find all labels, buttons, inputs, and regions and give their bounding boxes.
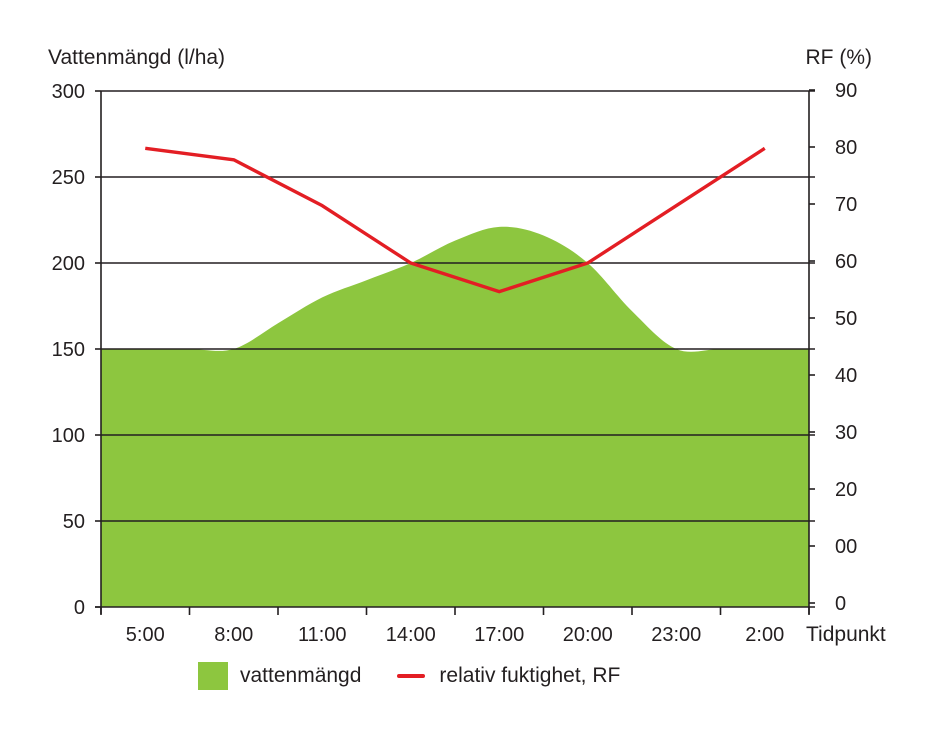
y-left-tick-label: 50 [63, 511, 85, 533]
y-left-axis-title: Vattenmängd (l/ha) [48, 46, 225, 69]
legend: vattenmängd relativ fuktighet, RF [198, 662, 656, 690]
x-tick-label: 20:00 [563, 624, 613, 646]
area-layer [101, 226, 809, 607]
y-right-tick-label: 40 [835, 365, 857, 387]
y-right-tick-label: 30 [835, 422, 857, 444]
series-area-vattenmangd [101, 226, 809, 607]
y-left-tick-label: 150 [52, 339, 85, 361]
y-left-tick-label: 0 [74, 597, 85, 619]
legend-swatch-area [198, 662, 228, 690]
y-right-tick-label: 80 [835, 137, 857, 159]
axis-layer [95, 89, 815, 615]
grid-layer [101, 90, 815, 522]
x-tick-label: 8:00 [214, 624, 253, 646]
y-right-tick-label: 50 [835, 308, 857, 330]
line-layer [145, 146, 766, 294]
legend-label-vattenmangd: vattenmängd [240, 664, 362, 687]
legend-label-rf: relativ fuktighet, RF [439, 664, 621, 687]
y-right-tick-label: 20 [835, 479, 857, 501]
y-right-axis-title: RF (%) [806, 46, 873, 69]
x-axis-title: Tidpunkt [806, 623, 886, 646]
y-left-tick-label: 100 [52, 425, 85, 447]
x-tick-label: 11:00 [298, 624, 347, 646]
y-right-tick-label: 00 [835, 536, 857, 558]
y-left-tick-label: 250 [52, 167, 85, 189]
x-tick-label: 14:00 [386, 624, 436, 646]
y-right-tick-label: 0 [835, 593, 846, 615]
legend-swatch-line [397, 674, 426, 678]
legend-item-rf: relativ fuktighet, RF [397, 664, 620, 688]
x-tick-label: 5:00 [126, 624, 165, 646]
label-layer: Vattenmängd (l/ha) RF (%) Tidpunkt 0 50 10… [48, 46, 886, 646]
x-tick-label: 23:00 [651, 624, 701, 646]
y-left-tick-label: 200 [52, 253, 85, 275]
legend-item-vattenmangd: vattenmängd [198, 662, 361, 690]
y-right-tick-label: 70 [835, 194, 857, 216]
x-tick-label: 17:00 [474, 624, 524, 646]
y-right-tick-label: 90 [835, 80, 857, 102]
y-right-tick-label: 60 [835, 251, 857, 273]
series-line-rf [145, 146, 766, 294]
y-left-tick-label: 300 [52, 81, 85, 103]
x-tick-label: 2:00 [745, 624, 784, 646]
